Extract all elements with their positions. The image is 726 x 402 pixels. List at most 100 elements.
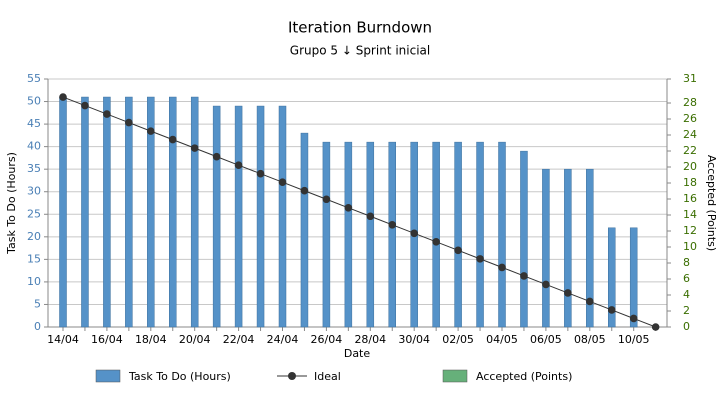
y2-tick-label: 2 bbox=[683, 304, 690, 317]
point bbox=[322, 195, 331, 204]
y2-tick-label: 8 bbox=[683, 256, 690, 269]
bar bbox=[169, 96, 177, 328]
y-tick-label: 5 bbox=[34, 297, 41, 310]
bar bbox=[147, 96, 155, 328]
point bbox=[300, 186, 309, 195]
bar bbox=[344, 141, 353, 328]
y-tick-label: 40 bbox=[27, 140, 41, 153]
point bbox=[607, 306, 616, 314]
point bbox=[168, 135, 177, 144]
legend-label: Task To Do (Hours) bbox=[128, 370, 231, 383]
bar bbox=[586, 168, 594, 328]
point bbox=[542, 280, 550, 289]
point bbox=[256, 169, 265, 178]
legend-label: Ideal bbox=[314, 370, 341, 383]
y-tick-label: 45 bbox=[27, 117, 41, 130]
y-tick-label: 55 bbox=[27, 72, 41, 85]
bar bbox=[520, 150, 528, 328]
point bbox=[59, 93, 67, 101]
bar bbox=[629, 227, 638, 328]
x-tick-label: 26/04 bbox=[311, 333, 343, 346]
bar bbox=[234, 105, 243, 328]
x-tick-label: 06/05 bbox=[530, 333, 562, 346]
y2-tick-label: 22 bbox=[683, 144, 697, 157]
y2-tick-label: 14 bbox=[683, 208, 697, 221]
x-tick-label: 08/05 bbox=[574, 333, 606, 346]
bar bbox=[300, 132, 309, 328]
point bbox=[454, 246, 462, 255]
bar bbox=[125, 96, 133, 328]
legend-swatch bbox=[442, 369, 468, 383]
y2-tick-label: 6 bbox=[683, 272, 690, 285]
point bbox=[388, 220, 397, 229]
point bbox=[476, 255, 484, 263]
bar bbox=[81, 96, 89, 328]
x-tick-label: 16/04 bbox=[91, 333, 123, 346]
x-tick-label: 10/05 bbox=[618, 333, 650, 346]
y2-tick-label: 12 bbox=[683, 224, 697, 237]
y-tick-label: 20 bbox=[27, 230, 41, 243]
y2-tick-label: 26 bbox=[683, 112, 697, 125]
bar bbox=[608, 227, 616, 328]
y2-tick-label: 24 bbox=[683, 128, 697, 141]
y2-tick-label: 20 bbox=[683, 160, 697, 173]
bar bbox=[212, 105, 221, 328]
point bbox=[212, 152, 221, 161]
y2-tick-label: 0 bbox=[683, 320, 690, 333]
x-tick-label: 04/05 bbox=[486, 333, 518, 346]
bar bbox=[454, 141, 462, 328]
bar bbox=[542, 168, 550, 328]
point bbox=[278, 178, 287, 187]
point bbox=[147, 127, 155, 135]
point bbox=[103, 110, 111, 118]
y2-tick-label: 4 bbox=[683, 288, 690, 301]
x-axis-label: Date bbox=[344, 347, 371, 360]
point bbox=[651, 323, 660, 331]
point bbox=[586, 297, 594, 306]
point bbox=[366, 212, 375, 221]
bar bbox=[59, 96, 67, 328]
bar bbox=[498, 141, 506, 328]
point bbox=[520, 272, 528, 280]
bar bbox=[432, 141, 440, 328]
point bbox=[234, 161, 243, 169]
point bbox=[190, 144, 199, 152]
x-tick-label: 02/05 bbox=[442, 333, 474, 346]
legend-swatch bbox=[95, 369, 121, 383]
y2-tick-label: 28 bbox=[683, 96, 697, 109]
y-axis-label: Task To Do (Hours) bbox=[5, 152, 18, 255]
point bbox=[125, 118, 133, 127]
y2-tick-label: 16 bbox=[683, 192, 697, 205]
bar bbox=[190, 96, 199, 328]
bar bbox=[564, 168, 572, 328]
point bbox=[344, 203, 353, 212]
y-tick-label: 0 bbox=[34, 320, 41, 333]
y-tick-label: 15 bbox=[27, 252, 41, 265]
point bbox=[432, 238, 440, 246]
bar bbox=[256, 105, 265, 328]
bar bbox=[278, 105, 287, 328]
y2-axis-label: Accepted (Points) bbox=[705, 155, 718, 251]
x-tick-label: 18/04 bbox=[135, 333, 167, 346]
point bbox=[81, 101, 89, 110]
chart-subtitle: Grupo 5 ↓ Sprint inicial bbox=[290, 44, 430, 58]
x-tick-label: 24/04 bbox=[267, 333, 299, 346]
point bbox=[564, 289, 572, 297]
point bbox=[629, 314, 638, 323]
legend-label: Accepted (Points) bbox=[476, 370, 572, 383]
legend-swatch bbox=[288, 372, 296, 380]
point bbox=[498, 263, 506, 272]
y2-tick-label: 10 bbox=[683, 240, 697, 253]
y-tick-label: 10 bbox=[27, 275, 41, 288]
y-tick-label: 25 bbox=[27, 207, 41, 220]
bar bbox=[322, 141, 331, 328]
y-tick-label: 50 bbox=[27, 95, 41, 108]
bar bbox=[366, 141, 375, 328]
y-tick-label: 35 bbox=[27, 162, 41, 175]
bar bbox=[476, 141, 484, 328]
x-tick-label: 30/04 bbox=[398, 333, 430, 346]
x-tick-label: 22/04 bbox=[223, 333, 255, 346]
point bbox=[410, 229, 419, 238]
bar bbox=[103, 96, 111, 328]
